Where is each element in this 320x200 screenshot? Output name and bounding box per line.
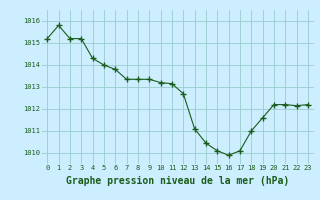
X-axis label: Graphe pression niveau de la mer (hPa): Graphe pression niveau de la mer (hPa) — [66, 176, 289, 186]
